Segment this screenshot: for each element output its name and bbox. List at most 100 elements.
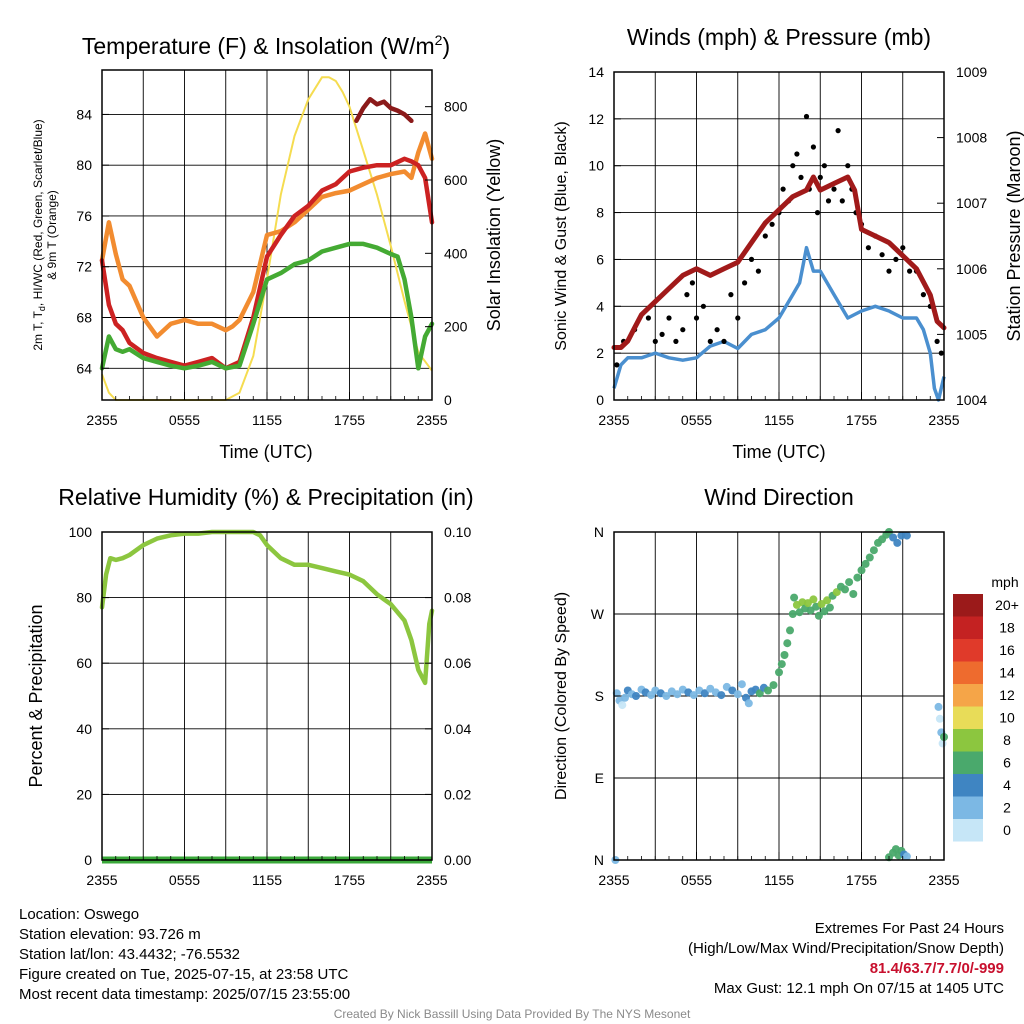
y-tick-label: N <box>594 524 604 540</box>
direction-point <box>845 578 854 587</box>
y-tick-label: 40 <box>76 721 92 737</box>
direction-point <box>897 531 906 540</box>
legend-label: 20+ <box>995 597 1019 613</box>
gust-point <box>728 292 734 298</box>
direction-point <box>733 690 742 699</box>
gust-point <box>825 198 832 204</box>
y-tick-label: 20 <box>76 786 92 802</box>
direction-point <box>823 596 832 605</box>
y-tick-label: E <box>595 770 604 786</box>
wind-line <box>612 245 946 402</box>
direction-point <box>893 538 902 547</box>
direction-point <box>618 701 627 710</box>
gust-point <box>920 292 927 298</box>
x-tick-label: 2355 <box>416 412 447 428</box>
temperature-series <box>99 76 435 401</box>
gust-point <box>821 163 828 169</box>
gust-point <box>714 327 720 333</box>
x-tick-label: 0555 <box>681 872 712 888</box>
gust-point <box>831 186 837 192</box>
gust-point <box>645 315 652 321</box>
gust-point <box>907 268 913 274</box>
y-right-tick-label: 1004 <box>956 392 987 408</box>
location-text: Location: Oswego <box>19 906 140 923</box>
x-tick-label: 2355 <box>598 872 629 888</box>
legend-label: 4 <box>1003 777 1011 793</box>
direction-point <box>783 639 792 648</box>
x-tick-label: 2355 <box>86 412 117 428</box>
x-tick-label: 2355 <box>416 872 447 888</box>
gust-point <box>798 174 804 180</box>
y-tick-label: 68 <box>76 310 92 326</box>
legend-label: 6 <box>1003 755 1011 771</box>
direction-series <box>611 528 948 864</box>
y-tick-label: 12 <box>588 111 604 127</box>
t2m-line <box>99 156 435 371</box>
hiwc-line <box>354 96 414 124</box>
direction-point <box>869 546 878 555</box>
humidity-axes: 2355 0555 1155 1755 2355 0 20 40 60 80 100 0.00 0.02… <box>69 524 472 888</box>
x-tick-label: 1755 <box>846 872 877 888</box>
x-tick-label: 1755 <box>334 412 365 428</box>
extremes-title: Extremes For Past 24 Hours <box>814 920 1004 937</box>
y-tick-label: 10 <box>588 158 604 174</box>
direction-point <box>902 852 911 861</box>
panel-direction: Wind Direction 2355 0555 1155 1755 2355 N E S W N… <box>553 484 1019 888</box>
winds-ylabel-right: Station Pressure (Maroon) <box>1004 130 1024 341</box>
x-tick-label: 1155 <box>252 412 282 428</box>
y-right-tick-label: 0.04 <box>444 721 471 737</box>
direction-point <box>788 610 797 618</box>
legend-swatch <box>953 796 983 819</box>
panel-temperature: Temperature (F) & Insolation (W/m2) 2355… <box>31 32 504 462</box>
legend-swatch <box>953 774 983 797</box>
extremes-fields: (High/Low/Max Wind/Precipitation/Snow De… <box>688 940 1004 957</box>
panel-humidity: Relative Humidity (%) & Precipitation (i… <box>26 484 474 888</box>
y-right-tick-label: 800 <box>444 99 468 115</box>
gust-point <box>839 198 845 204</box>
direction-point <box>621 693 629 702</box>
y-tick-label: 80 <box>76 157 92 173</box>
gust-point <box>614 362 620 368</box>
legend-swatch <box>953 594 983 617</box>
elevation-text: Station elevation: 93.726 m <box>19 926 201 943</box>
gust-point <box>684 292 690 298</box>
winds-axes: 2355 0555 1155 1755 2355 0 2 4 6 8 10 12 14 1004 1005 1… <box>588 64 987 428</box>
y-right-tick-label: 600 <box>444 172 468 188</box>
direction-point <box>755 689 764 698</box>
gust-point <box>673 338 679 344</box>
temperature-axes: 2355 0555 1155 1755 2355 64 68 72 76 80 84 0 200 400 6… <box>76 99 467 428</box>
winds-ylabel-left: Sonic Wind & Gust (Blue, Black) <box>553 121 570 350</box>
temperature-ylabel-right: Solar Insolation (Yellow) <box>484 139 504 331</box>
extremes-values: 81.4/63.7/7.7/0/-999 <box>869 960 1004 977</box>
x-tick-label: 1155 <box>252 872 282 888</box>
gust-point <box>721 338 727 344</box>
legend-label: 18 <box>999 620 1015 636</box>
y-tick-label: 76 <box>76 208 92 224</box>
x-tick-label: 0555 <box>169 412 200 428</box>
y-right-tick-label: 0.00 <box>444 852 471 868</box>
legend-swatch <box>953 639 983 662</box>
t9m-line <box>99 131 435 339</box>
td-line <box>99 241 435 371</box>
winds-title: Winds (mph) & Pressure (mb) <box>627 24 931 50</box>
x-tick-label: 0555 <box>169 872 200 888</box>
direction-point <box>673 690 682 699</box>
gust-point <box>700 303 707 309</box>
gust-point <box>693 315 700 321</box>
temperature-ylabel-left-line2: & 9m T (Orange) <box>45 190 59 280</box>
x-tick-label: 2355 <box>928 412 959 428</box>
temperature-ylabel-left: 2m T, Td, HI/WC (Red, Green, Scarlet/Blu… <box>31 119 47 350</box>
y-tick-label: 6 <box>596 251 604 267</box>
y-tick-label: 100 <box>69 524 93 540</box>
station-info: Location: Oswego Station elevation: 93.7… <box>19 905 350 1005</box>
y-tick-label: 2 <box>596 345 604 361</box>
gust-point <box>707 338 713 344</box>
x-tick-label: 0555 <box>681 412 712 428</box>
gust-point <box>755 268 762 274</box>
direction-point <box>809 595 818 604</box>
direction-point <box>700 689 709 698</box>
humidity-title: Relative Humidity (%) & Precipitation (i… <box>58 484 473 510</box>
direction-point <box>865 553 874 562</box>
legend-label: 0 <box>1003 822 1011 838</box>
